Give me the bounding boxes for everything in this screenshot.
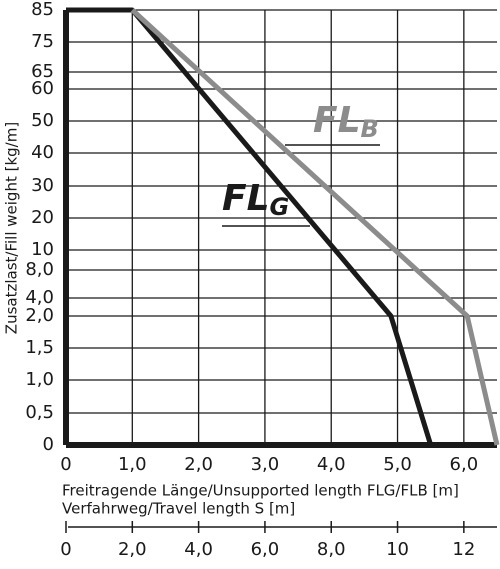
x-tick-label: 5,0	[383, 454, 412, 475]
y-tick-label: 60	[31, 78, 54, 99]
y-tick-label: 40	[31, 142, 54, 163]
x-tick-label: 0	[60, 454, 71, 475]
y-tick-label: 4,0	[25, 287, 54, 308]
annotation-subscript: G	[270, 193, 290, 221]
x-tick-label: 6,0	[450, 454, 479, 475]
x-tick-label: 2,0	[184, 454, 213, 475]
x-tick-label: 3,0	[251, 454, 280, 475]
y-tick-label: 2,0	[25, 305, 54, 326]
y-tick-label: 75	[31, 31, 54, 52]
y-tick-label: 20	[31, 207, 54, 228]
y-tick-label: 0,5	[25, 402, 54, 423]
annotation-text: FL	[222, 178, 270, 219]
x-tick-label: 1,0	[118, 454, 147, 475]
annotation-subscript: B	[361, 115, 379, 143]
x-axis-label: Freitragende Länge/Unsupported length FL…	[62, 482, 459, 500]
series-line	[130, 8, 500, 446]
y-tick-label: 50	[31, 110, 54, 131]
y-tick-label: 30	[31, 175, 54, 196]
x2-axis-label: Verfahrweg/Travel length S [m]	[62, 500, 295, 518]
x2-tick-label: 6,0	[251, 539, 280, 560]
y-tick-label: 1,0	[25, 369, 54, 390]
x-tick-label: 4,0	[317, 454, 346, 475]
x2-tick-label: 2,0	[118, 539, 147, 560]
y-tick-label: 1,5	[25, 337, 54, 358]
annotation: FLB	[313, 100, 379, 143]
y-tick-label: 0	[43, 434, 54, 455]
y-tick-label: 10	[31, 239, 54, 260]
y-tick-label: 65	[31, 61, 54, 82]
x2-tick-label: 4,0	[184, 539, 213, 560]
y-axis-label: Zusatzlast/Fill weight [kg/m]	[3, 122, 21, 334]
annotation-text: FL	[313, 100, 361, 141]
x2-tick-label: 10	[386, 539, 409, 560]
y-tick-label: 85	[31, 0, 54, 20]
x2-tick-label: 8,0	[317, 539, 346, 560]
series-line	[66, 7, 434, 446]
x2-tick-label: 0	[60, 539, 71, 560]
y-tick-label: 8,0	[25, 259, 54, 280]
x2-tick-label: 12	[452, 539, 475, 560]
annotation: FLG	[222, 178, 289, 221]
